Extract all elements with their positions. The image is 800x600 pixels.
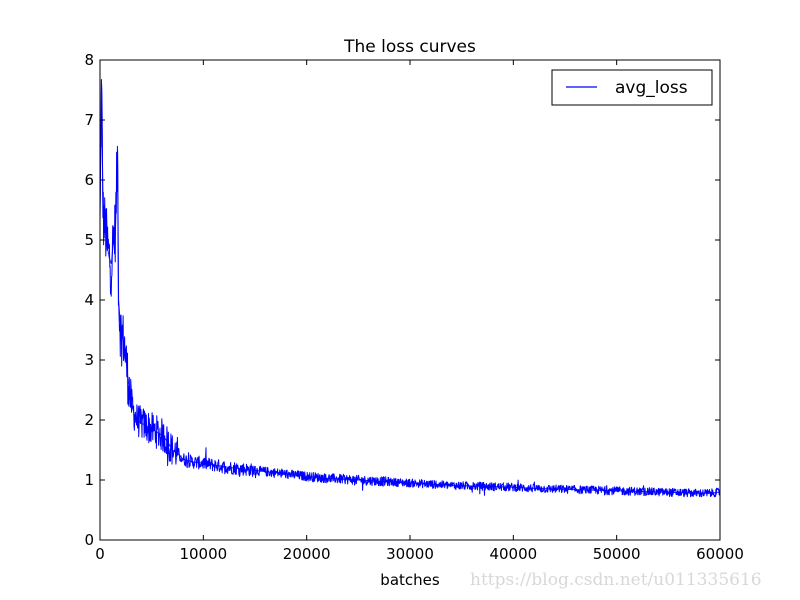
y-tick-label: 4 [84,291,94,309]
y-tick-label: 2 [84,411,94,429]
x-tick-label: 40000 [489,545,537,563]
plot-frame [99,59,721,541]
y-tick-label: 5 [84,231,94,249]
watermark-text: https://blog.csdn.net/u011335616 [470,570,762,590]
y-axis: 0 1 2 3 4 5 6 7 8 [84,51,720,549]
series-layer [99,79,721,498]
x-tick-label: 10000 [179,545,227,563]
x-axis-label: batches [380,571,440,589]
x-tick-label: 50000 [593,545,641,563]
y-tick-label: 7 [84,111,94,129]
series-trend-avg-loss [99,83,721,494]
y-tick-label: 3 [84,351,94,369]
chart-title: The loss curves [343,37,476,57]
x-axis: 0 10000 20000 30000 40000 50000 60000 [95,60,744,563]
y-tick-label: 1 [84,471,94,489]
y-tick-label: 8 [84,51,94,69]
x-tick-label: 20000 [283,545,331,563]
x-tick-label: 30000 [386,545,434,563]
legend-label-avg-loss: avg_loss [615,78,688,98]
series-line-avg-loss [99,79,721,498]
x-tick-label: 60000 [696,545,744,563]
y-tick-label: 0 [84,531,94,549]
y-tick-label: 6 [84,171,94,189]
x-tick-label: 0 [95,545,105,563]
legend: avg_loss [551,69,713,106]
